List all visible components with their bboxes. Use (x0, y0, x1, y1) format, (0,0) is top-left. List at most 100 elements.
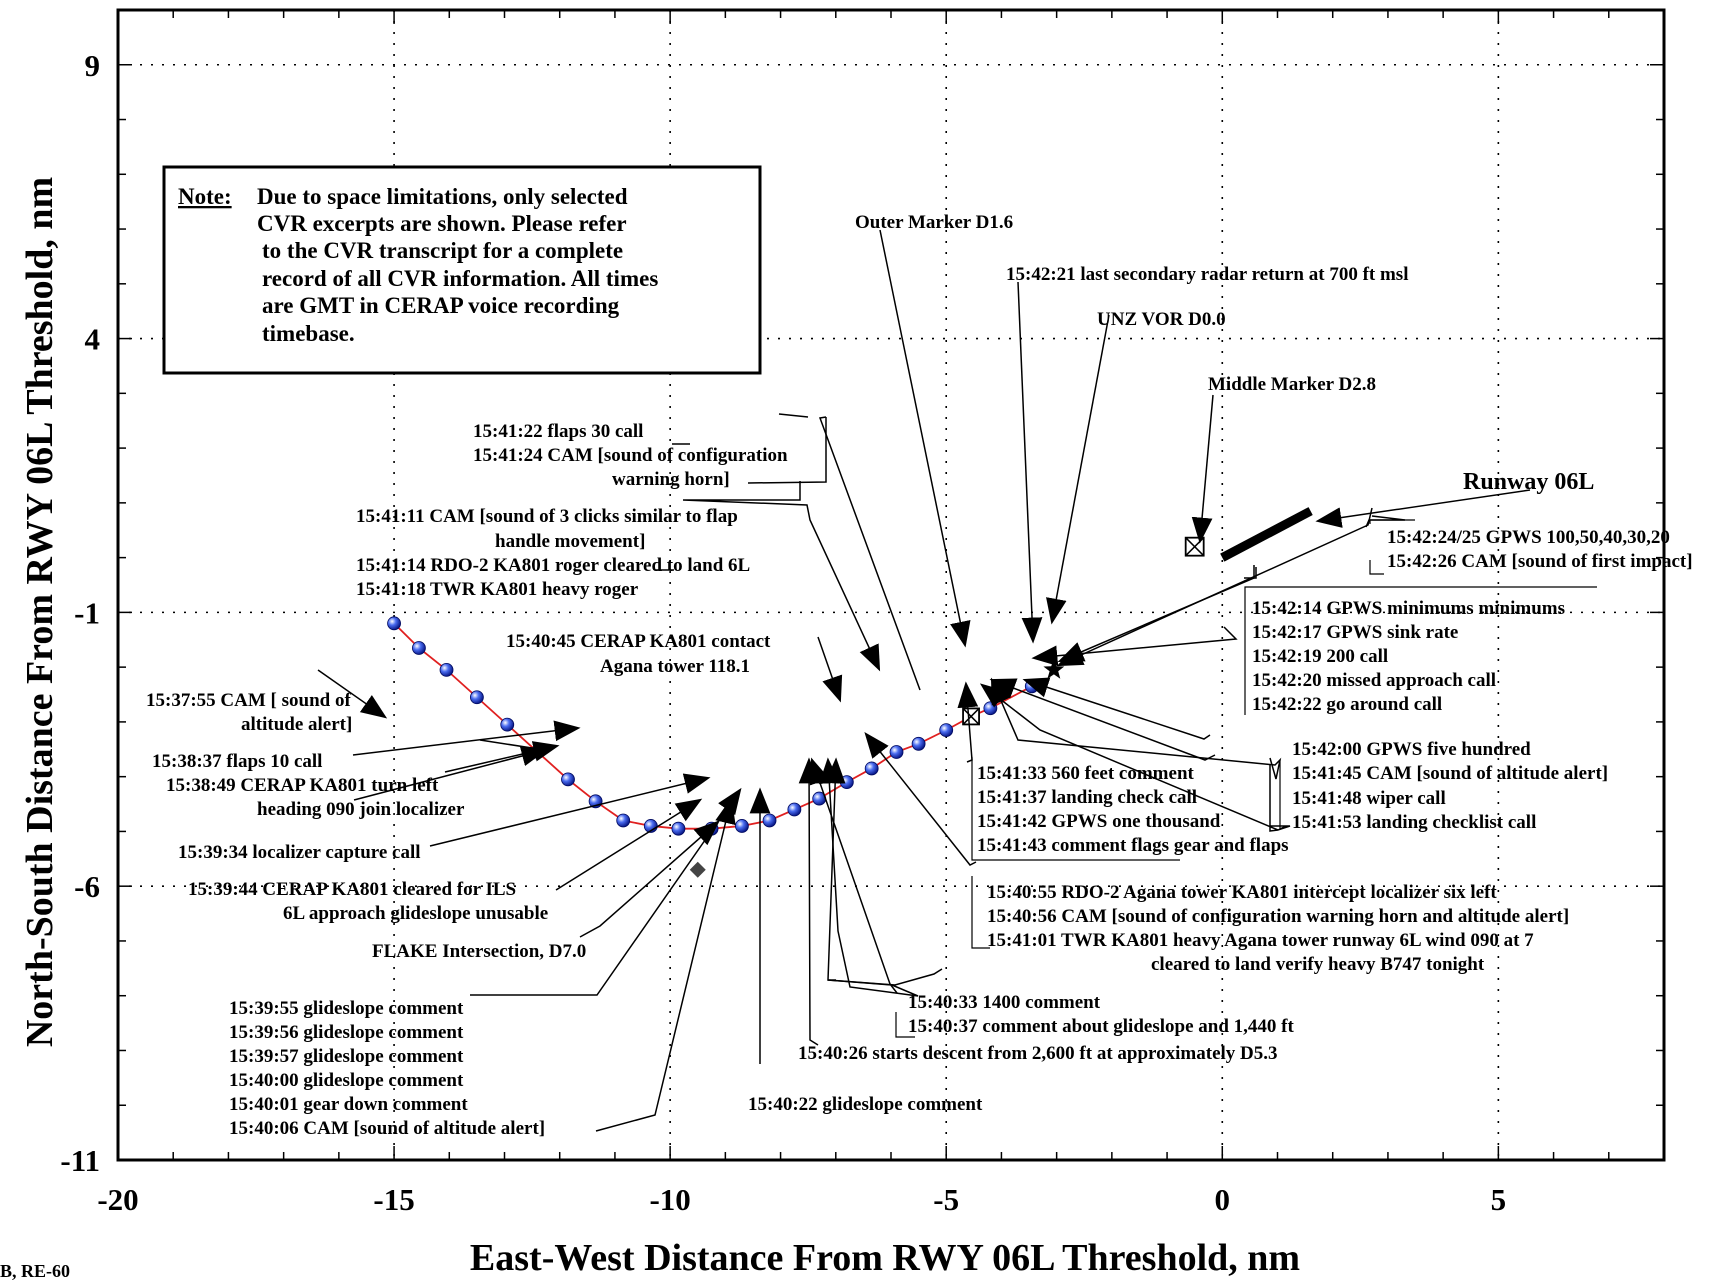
flaps30-line: warning horn] (612, 469, 730, 490)
minimums-line: 15:42:17 GPWS sink rate (1252, 622, 1458, 643)
track-point (911, 736, 926, 751)
note-line: timebase. (262, 321, 355, 346)
clicks-line: handle movement] (495, 531, 645, 552)
x-tick-label: -5 (933, 1182, 959, 1217)
y-tick-label: -6 (74, 869, 100, 904)
localizer-capture-label: 15:39:34 localizer capture call (178, 842, 421, 863)
glideslope-block-line: 15:40:06 CAM [sound of altitude alert] (229, 1118, 545, 1139)
ils-line: 15:39:44 CERAP KA801 cleared for ILS (188, 879, 516, 900)
gpws500-line: 15:42:00 GPWS five hundred (1292, 739, 1531, 760)
intercept-line: 15:40:55 RDO-2 Agana tower KA801 interce… (987, 882, 1497, 903)
y-tick-label: -11 (60, 1143, 100, 1178)
clicks-line: 15:41:18 TWR KA801 heavy roger (356, 579, 639, 600)
minimums-line: 15:42:14 GPWS minimums minimums (1252, 598, 1565, 619)
track-line (393, 622, 1033, 830)
clicks-line: 15:41:11 CAM [sound of 3 clicks similar … (356, 506, 738, 527)
impact-line: 15:42:26 CAM [sound of first impact] (1387, 551, 1693, 572)
gpws500-line: 15:41:53 landing checklist call (1292, 812, 1536, 833)
diamond-shape (689, 861, 706, 878)
unz-vor-star-symbol (1043, 658, 1065, 679)
outer-marker-symbol (962, 707, 980, 726)
contact-line: Agana tower 118.1 (600, 656, 750, 677)
track-point (735, 819, 749, 833)
gpws500-line: 15:41:45 CAM [sound of altitude alert] (1292, 763, 1608, 784)
y-tick-label: 9 (85, 48, 101, 83)
flight-track (387, 616, 1039, 836)
middle-marker-label: Middle Marker D2.8 (1208, 374, 1376, 395)
note-box: Note: Due to space limitations, only sel… (162, 165, 762, 375)
track-point (412, 641, 426, 655)
plot-frame (116, 8, 1666, 1162)
flaps30-line: 15:41:22 flaps 30 call (473, 421, 643, 442)
gpws500-line: 15:41:48 wiper call (1292, 788, 1446, 809)
note-line: record of all CVR information. All times (262, 266, 658, 291)
annotation-leaders (317, 229, 1531, 1132)
impact-line: 15:42:24/25 GPWS 100,50,40,30,20 (1387, 527, 1670, 548)
note-line: CVR excerpts are shown. Please refer (257, 211, 627, 236)
star-shape (1043, 658, 1065, 679)
x-axis-label: East-West Distance From RWY 06L Threshol… (470, 1237, 1300, 1279)
track-point (616, 813, 631, 828)
turn-left-line: heading 090 join localizer (257, 799, 465, 820)
glideslope-block-line: 15:40:01 gear down comment (229, 1094, 468, 1115)
callout-brackets (895, 519, 1597, 1038)
note-line: Due to space limitations, only selected (257, 184, 628, 209)
x-tick-label: -10 (649, 1182, 690, 1217)
track-point (839, 775, 854, 790)
flaps30-line: 15:41:24 CAM [sound of configuration (473, 445, 788, 466)
track-point (469, 690, 484, 705)
x-tick-label: 0 (1215, 1182, 1231, 1217)
clicks-line: 15:41:14 RDO-2 KA801 roger cleared to la… (356, 555, 750, 576)
y-tick-label: -1 (74, 595, 100, 630)
c1400-line: 15:40:33 1400 comment (908, 992, 1101, 1013)
note-line: to the CVR transcript for a complete (262, 238, 623, 263)
middle-marker-symbol (1184, 536, 1205, 557)
note-line: are GMT in CERAP voice recording (262, 293, 620, 318)
x-tick-label: -15 (373, 1182, 414, 1217)
track-point (787, 802, 802, 817)
outer-marker-label: Outer Marker D1.6 (855, 212, 1013, 233)
track-point (889, 745, 904, 759)
ils-line: 6L approach glideslope unusable (283, 903, 548, 924)
x-tick-label: 5 (1491, 1182, 1507, 1217)
c560-line: 15:41:42 GPWS one thousand (977, 811, 1221, 832)
track-point (439, 662, 454, 677)
flaps10-label: 15:38:37 flaps 10 call (152, 751, 322, 772)
last-radar-label: 15:42:21 last secondary radar return at … (1006, 264, 1408, 285)
track-point (387, 616, 401, 631)
flake-intersection-diamond (689, 861, 706, 878)
c560-line: 15:41:43 comment flags gear and flaps (977, 835, 1289, 856)
grid-lines (118, 10, 1664, 1160)
figure-corner-label: B, RE-60 (0, 1261, 70, 1281)
c560-line: 15:41:33 560 feet comment (977, 763, 1195, 784)
altitude-alert-line: altitude alert] (241, 714, 352, 735)
minimums-line: 15:42:20 missed approach call (1252, 670, 1496, 691)
c560-line: 15:41:37 landing check call (977, 787, 1197, 808)
track-point (500, 717, 515, 732)
descent-label: 15:40:26 starts descent from 2,600 ft at… (798, 1043, 1278, 1064)
minimums-line: 15:42:19 200 call (1252, 646, 1388, 667)
marker-cross (962, 707, 980, 725)
unz-vor-label: UNZ VOR D0.0 (1097, 309, 1226, 330)
y-axis-label: North-South Distance From RWY 06L Thresh… (19, 177, 61, 1047)
track-point (983, 701, 998, 716)
glideslope-block-line: 15:40:00 glideslope comment (229, 1070, 464, 1091)
glideslope-comment-label: 15:40:22 glideslope comment (748, 1094, 983, 1115)
track-point (561, 772, 575, 787)
intercept-line: 15:41:01 TWR KA801 heavy Agana tower run… (987, 930, 1534, 951)
contact-line: 15:40:45 CERAP KA801 contact (506, 631, 771, 652)
c1400-line: 15:40:37 comment about glideslope and 1,… (908, 1016, 1294, 1037)
altitude-alert-line: 15:37:55 CAM [ sound of (146, 690, 351, 711)
intercept-line: 15:40:56 CAM [sound of configuration war… (987, 906, 1569, 927)
intercept-line: cleared to land verify heavy B747 tonigh… (1151, 954, 1485, 975)
glideslope-block-line: 15:39:55 glideslope comment (229, 998, 464, 1019)
turn-left-line: 15:38:49 CERAP KA801 turn left (166, 775, 439, 796)
track-point (939, 723, 954, 738)
track-point (864, 761, 879, 776)
note-title: Note: (178, 184, 232, 209)
glideslope-block-line: 15:39:56 glideslope comment (229, 1022, 464, 1043)
annotations: Outer Marker D1.6 15:42:21 last secondar… (146, 212, 1693, 1139)
track-point (671, 821, 686, 836)
runway-label: Runway 06L (1463, 469, 1594, 495)
